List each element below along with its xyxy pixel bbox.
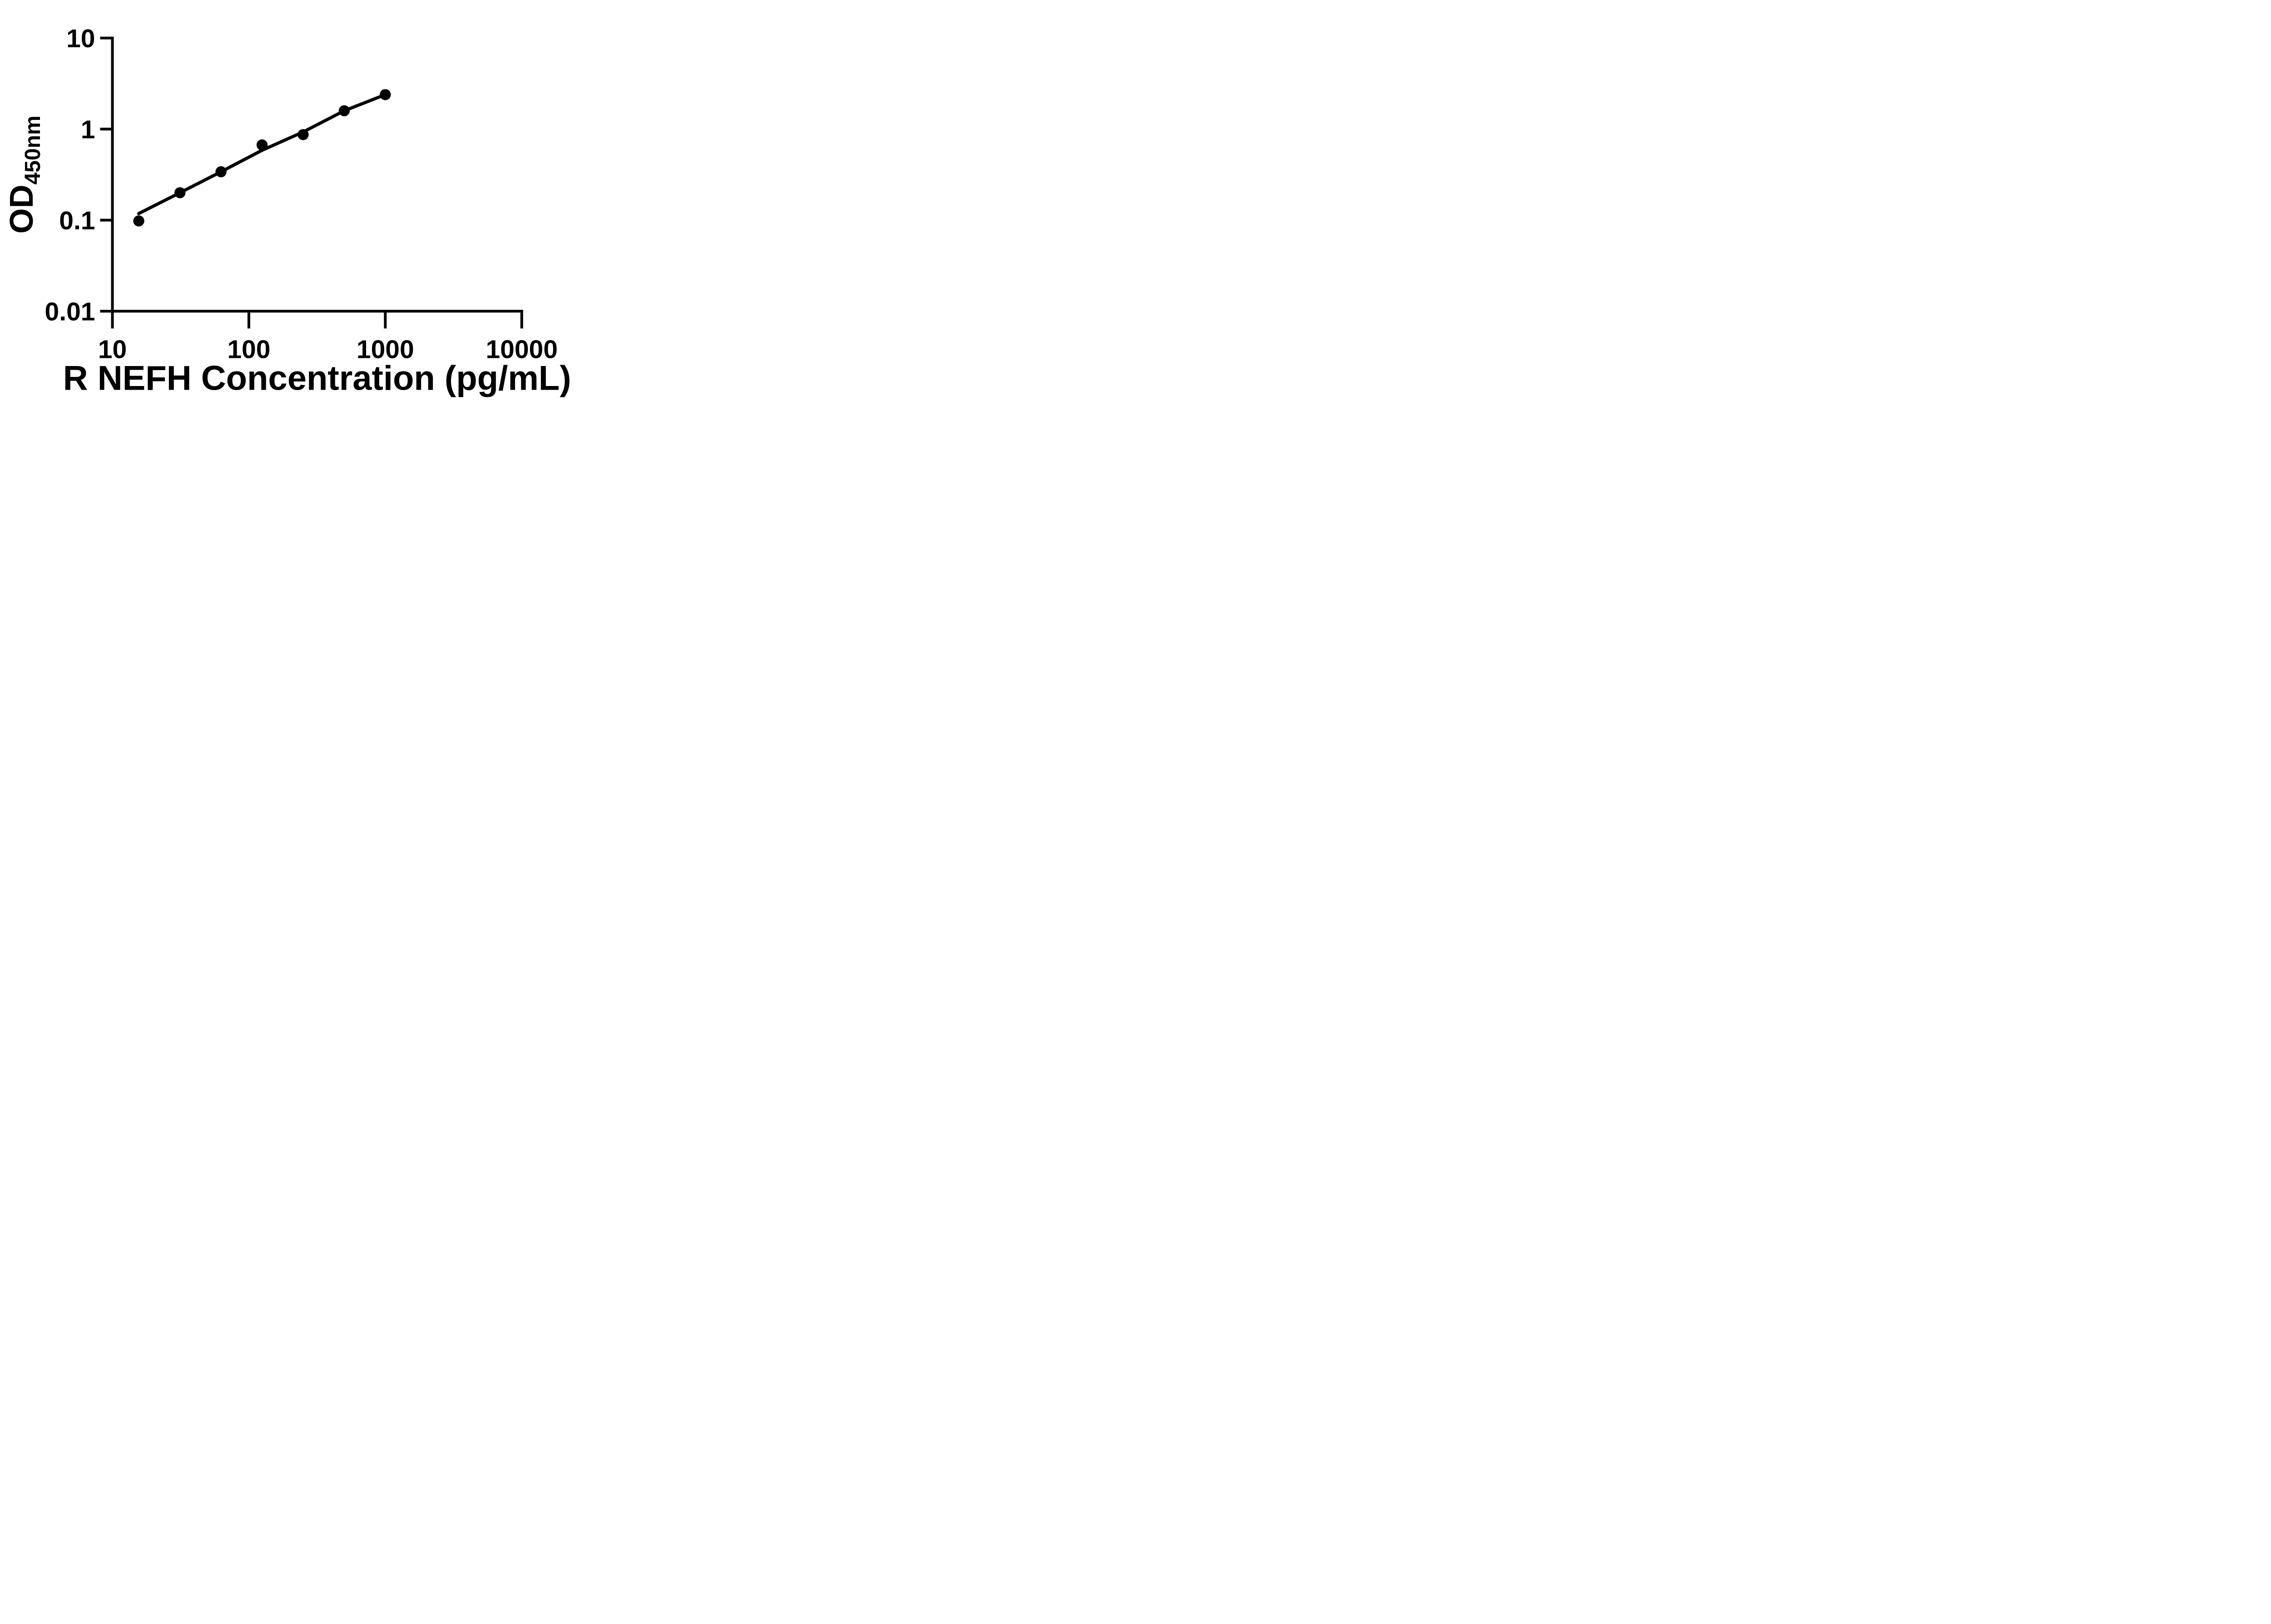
y-axis-title: OD450nm	[4, 115, 45, 233]
data-point-5	[298, 129, 309, 140]
elisa-standard-curve-figure: 10 1 0.1 0.01 10 100 1000 10000 R NEFH Concentra…	[0, 0, 584, 406]
y-tick-label-10: 10	[66, 24, 95, 53]
x-tick-label-1000: 1000	[357, 335, 414, 364]
y-axis-title-base: OD	[4, 185, 40, 234]
data-point-3	[215, 166, 227, 178]
y-tick-label-0.1: 0.1	[59, 206, 95, 235]
data-point-6	[338, 105, 350, 117]
data-point-2	[174, 187, 186, 198]
y-axis-title-subscript: 450nm	[21, 115, 45, 184]
x-tick-label-10000: 10000	[486, 335, 558, 364]
x-tick-label-100: 100	[227, 335, 270, 364]
x-axis-title: R NEFH Concentration (pg/mL)	[63, 359, 571, 397]
data-point-1	[133, 215, 144, 227]
data-point-4	[256, 139, 268, 151]
data-point-7	[380, 89, 391, 100]
y-tick-label-0.01: 0.01	[45, 297, 95, 326]
x-tick-label-10: 10	[98, 335, 127, 364]
y-tick-label-1: 1	[81, 115, 95, 144]
